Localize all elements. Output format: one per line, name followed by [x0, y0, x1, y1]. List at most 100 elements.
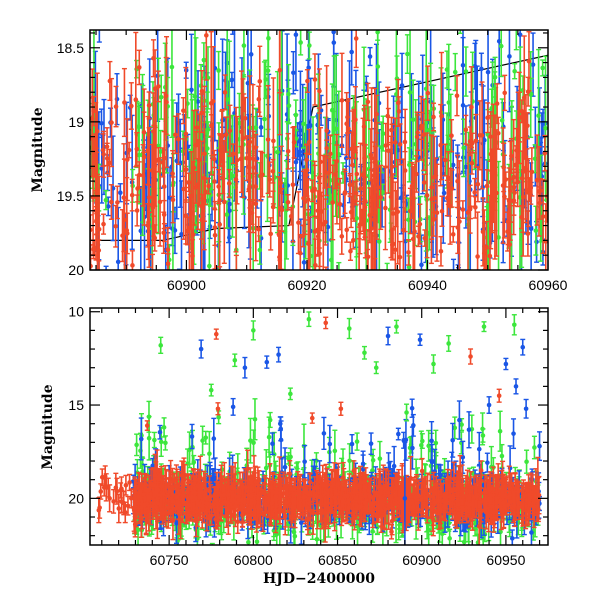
green-point	[463, 47, 468, 96]
red-outlier-point	[323, 317, 328, 328]
green-point	[385, 263, 390, 281]
blue-point	[327, 425, 332, 462]
blue-point	[511, 419, 516, 448]
green-outlier-point	[288, 388, 293, 399]
red-point	[348, 242, 353, 260]
red-outlier-point	[310, 413, 315, 423]
green-point	[200, 426, 205, 455]
red-point	[312, 54, 317, 105]
blue-point	[368, 48, 373, 66]
blue-point	[104, 266, 109, 305]
green-point	[524, 450, 529, 473]
blue-point	[537, 432, 542, 460]
red-point	[406, 240, 411, 265]
bottom-x-tick-label: 60800	[234, 552, 273, 568]
red-point	[460, 201, 465, 218]
blue-outlier-point	[524, 399, 529, 418]
red-point	[101, 214, 106, 234]
green-outlier-point	[306, 312, 311, 326]
green-point	[480, 413, 485, 445]
green-outlier-point	[209, 384, 214, 396]
blue-point	[485, 453, 490, 472]
green-outlier-point	[446, 336, 451, 352]
blue-point	[517, 275, 522, 315]
blue-point	[396, 428, 401, 439]
blue-outlier-point	[231, 399, 236, 416]
bottom-y-tick-label: 15	[68, 397, 84, 413]
green-outlier-point	[162, 418, 167, 437]
red-point	[351, 231, 356, 248]
top-x-tick-label: 60960	[529, 277, 568, 293]
green-point	[355, 433, 360, 450]
red-point	[96, 498, 101, 523]
bottom-x-tick-label: 60750	[150, 552, 189, 568]
blue-point	[279, 421, 284, 459]
red-point	[213, 202, 218, 269]
green-outlier-point	[394, 320, 399, 333]
red-outlier-point	[468, 349, 473, 364]
red-point	[97, 497, 102, 518]
bottom-panel: 60750 60800 60850 60900 60950 10 15 20 Magnitud…	[40, 304, 548, 587]
blue-point	[456, 265, 461, 323]
green-outlier-point	[232, 354, 237, 366]
blue-point	[230, 0, 235, 34]
red-point	[443, 286, 448, 378]
red-outlier-point	[338, 402, 343, 415]
green-point	[298, 30, 303, 55]
bottom-x-tick-label: 60950	[486, 552, 525, 568]
red-point	[257, 46, 262, 116]
top-x-tick-label: 60900	[167, 277, 206, 293]
red-point	[451, 227, 456, 243]
blue-outlier-point	[520, 339, 525, 355]
bottom-x-tick-label: 60850	[318, 552, 357, 568]
green-point	[328, 303, 333, 347]
green-outlier-point	[374, 362, 379, 374]
green-point	[163, 436, 168, 450]
green-point	[134, 434, 139, 455]
red-point	[130, 251, 135, 280]
green-point	[458, 0, 463, 33]
bottom-x-axis-label: HJD−2400000	[263, 571, 375, 587]
red-point	[234, 255, 239, 391]
bottom-y-axis-label: Magnitude	[40, 384, 56, 469]
red-outlier-point	[214, 329, 219, 339]
red-point	[129, 83, 134, 129]
red-point	[475, 212, 480, 301]
blue-point	[466, 412, 471, 448]
bottom-x-tick-label: 60900	[402, 552, 441, 568]
top-data-points	[88, 0, 550, 392]
blue-outlier-point	[242, 358, 247, 378]
blue-outlier-point	[487, 397, 492, 413]
blue-point	[139, 418, 144, 460]
red-point	[354, 9, 359, 67]
red-outlier-point	[215, 403, 220, 415]
blue-point	[507, 1, 512, 112]
bottom-y-tick-label: 10	[68, 304, 84, 320]
top-y-tick-label: 19	[68, 114, 84, 130]
blue-point	[451, 259, 456, 307]
top-y-tick-label: 20	[68, 262, 84, 278]
red-point	[149, 284, 154, 301]
green-outlier-point	[482, 322, 487, 332]
bottom-data-points	[96, 312, 542, 560]
green-outlier-point	[347, 319, 352, 339]
top-y-tick-label: 19.5	[57, 188, 84, 204]
green-point	[307, 32, 312, 59]
blue-outlier-point	[418, 334, 423, 345]
green-outlier-point	[431, 355, 436, 373]
red-point	[245, 0, 250, 5]
blue-outlier-point	[276, 347, 281, 362]
blue-outlier-point	[386, 327, 391, 344]
green-outlier-point	[404, 404, 409, 421]
blue-outlier-point	[503, 358, 508, 369]
bottom-y-tick-label: 20	[68, 490, 84, 506]
blue-point	[97, 0, 102, 42]
red-point	[339, 53, 344, 147]
blue-point	[321, 417, 326, 449]
green-point	[512, 64, 517, 79]
green-point	[532, 436, 537, 458]
red-point	[402, 132, 407, 151]
green-point	[152, 432, 157, 447]
